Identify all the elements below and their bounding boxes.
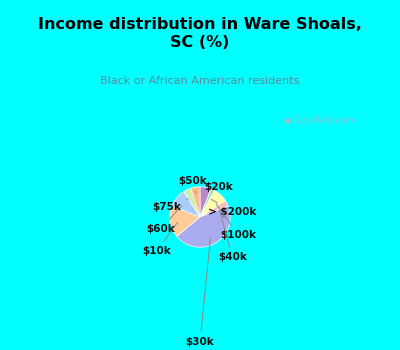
Text: > $200k: > $200k <box>208 199 256 217</box>
Text: ● City-Data.com: ● City-Data.com <box>284 116 354 125</box>
Wedge shape <box>200 189 214 217</box>
Text: $10k: $10k <box>142 223 178 256</box>
Text: $30k: $30k <box>186 238 214 347</box>
Wedge shape <box>172 191 200 217</box>
Text: $100k: $100k <box>216 204 256 240</box>
Wedge shape <box>200 187 211 217</box>
Wedge shape <box>191 187 200 217</box>
Text: $75k: $75k <box>152 199 188 212</box>
Wedge shape <box>177 206 230 247</box>
Text: Income distribution in Ware Shoals,
SC (%): Income distribution in Ware Shoals, SC (… <box>38 17 362 50</box>
Text: $60k: $60k <box>146 205 182 234</box>
Wedge shape <box>200 201 228 217</box>
Wedge shape <box>200 190 226 217</box>
Text: Black or African American residents: Black or African American residents <box>100 76 300 86</box>
Wedge shape <box>170 206 200 236</box>
Text: $50k: $50k <box>178 176 207 194</box>
Text: $20k: $20k <box>204 182 232 196</box>
Text: $40k: $40k <box>218 210 247 262</box>
Wedge shape <box>184 188 200 217</box>
